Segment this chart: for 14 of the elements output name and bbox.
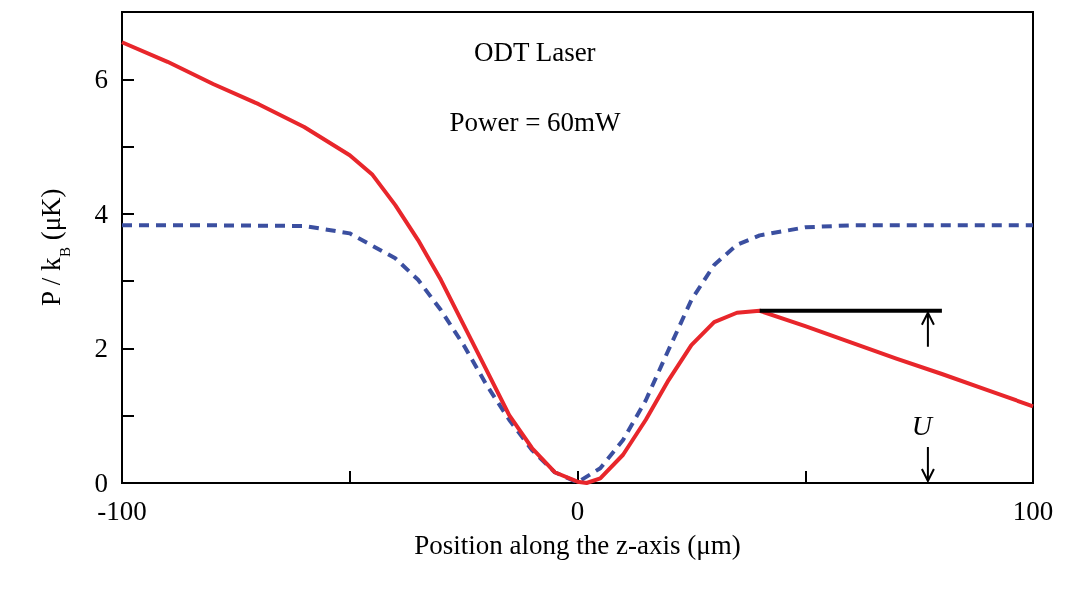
x-tick-label: 100 [1012, 495, 1054, 526]
x-tick-label: 0 [570, 495, 585, 526]
line-series [120, 223, 1035, 485]
annotation: ODT Laser [473, 36, 596, 67]
y-tick-label: 6 [94, 64, 108, 95]
x-axis-title: Position along the z-axis (μm) [414, 529, 741, 560]
annotation: U [911, 410, 934, 441]
line-series [120, 40, 1035, 485]
y-tick-label: 4 [94, 198, 109, 229]
annotation: Power = 60mW [449, 106, 622, 137]
y-tick-label: 2 [94, 333, 108, 364]
x-tick-label: -100 [97, 495, 147, 526]
y-axis-title: P / kB (μK) [35, 188, 73, 307]
y-tick-label: 0 [94, 468, 108, 498]
